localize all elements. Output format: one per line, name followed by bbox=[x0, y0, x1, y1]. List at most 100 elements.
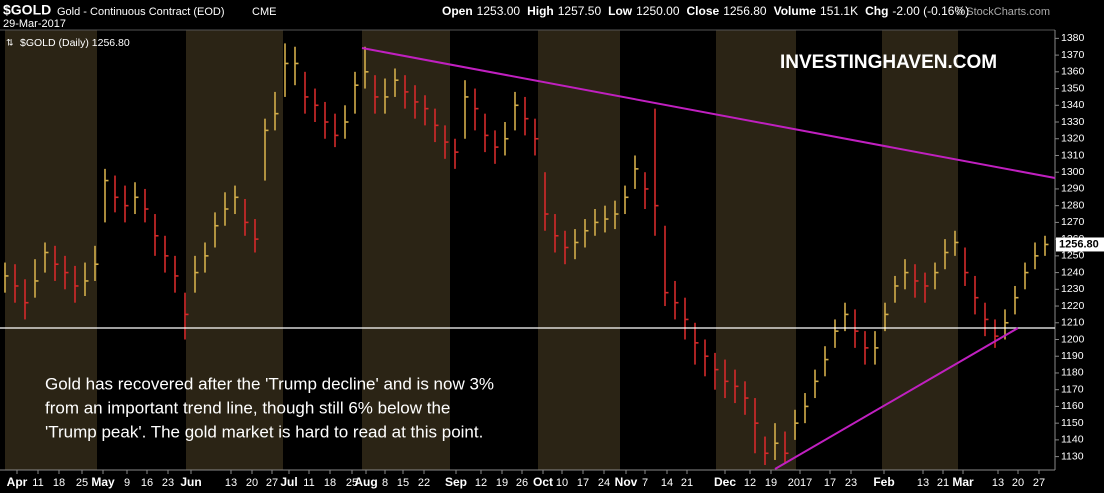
y-tick-label: 1360 bbox=[1061, 66, 1085, 78]
x-tick-label: 11 bbox=[303, 477, 314, 489]
quote-item: Chg bbox=[865, 4, 888, 18]
x-tick-label: Jun bbox=[180, 475, 201, 489]
x-tick-label: Nov bbox=[615, 475, 638, 489]
x-tick-label: 16 bbox=[141, 477, 153, 489]
y-tick-label: 1250 bbox=[1061, 250, 1085, 262]
x-tick-label: 12 bbox=[475, 477, 487, 489]
y-tick-label: 1210 bbox=[1061, 317, 1085, 329]
y-tick-label: 1140 bbox=[1061, 434, 1084, 446]
annotation-line: Gold has recovered after the 'Trump decl… bbox=[45, 374, 494, 393]
x-tick-label: 18 bbox=[53, 477, 65, 489]
y-tick-label: 1180 bbox=[1061, 367, 1084, 379]
y-tick-label: 1270 bbox=[1061, 216, 1085, 228]
last-price-box bbox=[1056, 237, 1104, 252]
x-tick-label: 19 bbox=[765, 477, 777, 489]
x-tick-label: Oct bbox=[533, 475, 553, 489]
y-tick-label: 1220 bbox=[1061, 300, 1085, 312]
date: 29-Mar-2017 bbox=[3, 18, 66, 30]
quote-item: 1253.00 bbox=[477, 4, 521, 18]
x-tick-label: 10 bbox=[556, 477, 568, 489]
x-tick-label: Feb bbox=[873, 475, 894, 489]
quote-item: 1250.00 bbox=[636, 4, 680, 18]
symbol: $GOLD bbox=[3, 2, 51, 18]
y-tick-label: 1300 bbox=[1061, 166, 1085, 178]
y-tick-label: 1340 bbox=[1061, 99, 1085, 111]
x-tick-label: 27 bbox=[266, 477, 278, 489]
chart-title: Gold - Continuous Contract (EOD) bbox=[57, 6, 225, 18]
y-tick-label: 1170 bbox=[1061, 383, 1084, 395]
quote-item: 1256.80 bbox=[723, 4, 767, 18]
quote-item: Low bbox=[608, 4, 633, 18]
x-tick-label: 24 bbox=[598, 477, 610, 489]
y-tick-label: 1330 bbox=[1061, 116, 1085, 128]
quote-line: Open 1253.00 High 1257.50 Low 1250.00 Close 125… bbox=[442, 4, 969, 18]
x-tick-label: Aug bbox=[354, 475, 377, 489]
last-price-label: 1256.80 bbox=[1059, 238, 1099, 250]
quote-item: High bbox=[527, 4, 554, 18]
x-tick-label: 17 bbox=[824, 477, 836, 489]
x-tick-label: 14 bbox=[661, 477, 673, 489]
x-tick-label: Jul bbox=[280, 475, 297, 489]
x-tick-label: 21 bbox=[681, 477, 693, 489]
source: © StockCharts.com bbox=[955, 6, 1050, 18]
exchange: CME bbox=[252, 6, 276, 18]
x-tick-label: Sep bbox=[445, 475, 467, 489]
x-tick-label: 25 bbox=[346, 477, 358, 489]
x-tick-label: 12 bbox=[744, 477, 756, 489]
x-tick-label: 20 bbox=[246, 477, 258, 489]
x-tick-label: 7 bbox=[642, 477, 648, 489]
y-tick-label: 1350 bbox=[1061, 82, 1085, 94]
quote-item: 1257.50 bbox=[558, 4, 602, 18]
quote-item: 151.1K bbox=[820, 4, 858, 18]
x-tick-label: 27 bbox=[1033, 477, 1045, 489]
quote-item: Close bbox=[687, 4, 720, 18]
x-tick-label: 19 bbox=[496, 477, 508, 489]
y-tick-label: 1310 bbox=[1061, 149, 1085, 161]
y-tick-label: 1290 bbox=[1061, 183, 1085, 195]
x-tick-label: Apr bbox=[7, 475, 28, 489]
watermark: INVESTINGHAVEN.COM bbox=[780, 52, 997, 73]
legend-icon: ⇅ bbox=[6, 37, 14, 47]
trend-line-down bbox=[361, 47, 1056, 179]
trend-line-up bbox=[774, 327, 1019, 470]
legend: $GOLD (Daily) 1256.80 bbox=[20, 37, 130, 49]
y-tick-label: 1160 bbox=[1061, 400, 1084, 412]
y-tick-label: 1200 bbox=[1061, 333, 1085, 345]
x-tick-label: 17 bbox=[577, 477, 589, 489]
x-tick-label: 13 bbox=[225, 477, 237, 489]
quote-item: Volume bbox=[774, 4, 817, 18]
x-tick-label: 20 bbox=[1012, 477, 1024, 489]
annotation-line: 'Trump peak'. The gold market is hard to… bbox=[45, 422, 483, 441]
plot bbox=[4, 43, 1049, 465]
x-tick-label: 2017 bbox=[788, 477, 812, 489]
y-tick-label: 1240 bbox=[1061, 266, 1085, 278]
x-tick-label: 23 bbox=[845, 477, 857, 489]
x-tick-label: 13 bbox=[992, 477, 1004, 489]
x-tick-label: 21 bbox=[937, 477, 949, 489]
x-tick-label: 22 bbox=[418, 477, 430, 489]
x-tick-label: 18 bbox=[324, 477, 336, 489]
x-tick-label: 8 bbox=[382, 477, 388, 489]
y-tick-label: 1370 bbox=[1061, 49, 1085, 61]
quote-item: Open bbox=[442, 4, 473, 18]
y-tick-label: 1380 bbox=[1061, 32, 1085, 44]
y-tick-label: 1230 bbox=[1061, 283, 1085, 295]
annotation-line: from an important trend line, though sti… bbox=[45, 398, 450, 417]
x-tick-label: Mar bbox=[952, 475, 974, 489]
x-tick-label: May bbox=[91, 475, 115, 489]
x-tick-label: 11 bbox=[32, 477, 43, 489]
quote-item: -2.00 (-0.16%) bbox=[892, 4, 969, 18]
annotation: Gold has recovered after the 'Trump decl… bbox=[45, 374, 494, 441]
x-tick-label: 23 bbox=[162, 477, 174, 489]
y-tick-label: 1150 bbox=[1061, 417, 1084, 429]
x-tick-label: Dec bbox=[714, 475, 736, 489]
y-tick-label: 1320 bbox=[1061, 133, 1085, 145]
x-tick-label: 9 bbox=[124, 477, 130, 489]
x-tick-label: 25 bbox=[76, 477, 88, 489]
x-tick-label: 26 bbox=[516, 477, 528, 489]
y-tick-label: 1280 bbox=[1061, 199, 1085, 211]
x-tick-label: 15 bbox=[397, 477, 409, 489]
y-tick-label: 1130 bbox=[1061, 450, 1084, 462]
x-tick-label: 13 bbox=[917, 477, 929, 489]
